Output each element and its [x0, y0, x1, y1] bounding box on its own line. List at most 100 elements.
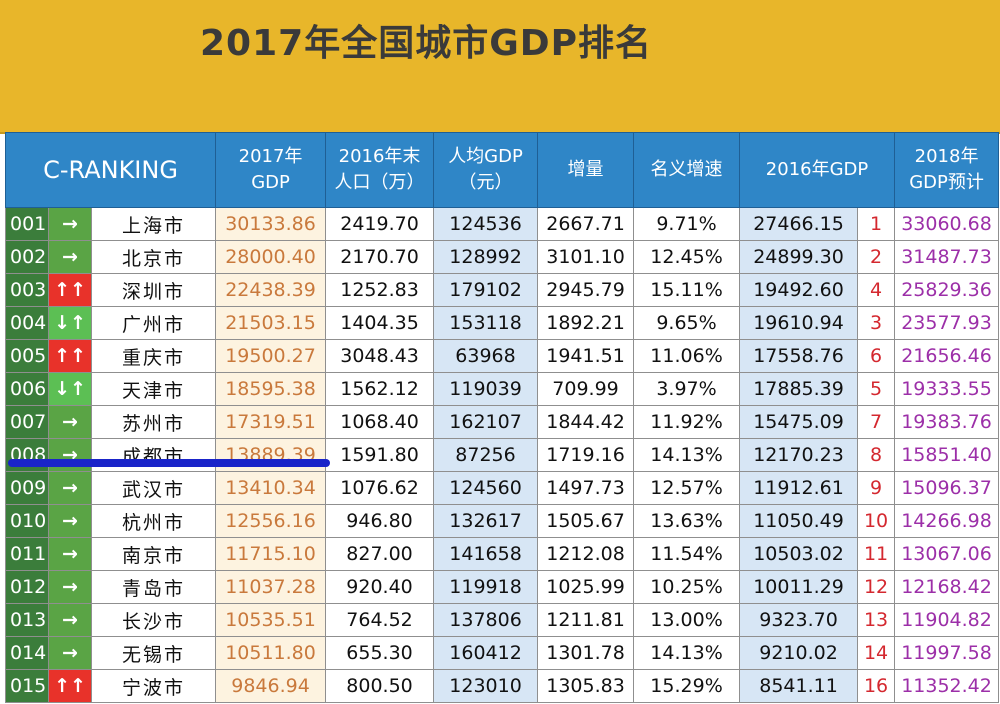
gdp2018-cell: 11352.42 [894, 669, 1000, 703]
per-capita-cell: 63968 [433, 339, 539, 373]
rank2016-cell: 7 [857, 405, 896, 439]
rank-cell: 006 [5, 372, 49, 406]
gdp2018-cell: 11904.82 [894, 603, 1000, 637]
city-cell: 青岛市 [90, 570, 217, 604]
population-cell: 1404.35 [325, 306, 435, 340]
increase-cell: 1301.78 [537, 636, 635, 670]
gdp2017-cell: 13410.34 [215, 471, 327, 505]
rank2016-cell: 16 [857, 669, 896, 703]
city-cell: 上海市 [90, 207, 217, 241]
rank2016-cell: 14 [857, 636, 896, 670]
gdp2016-cell: 11912.61 [739, 471, 859, 505]
rank2016-cell: 5 [857, 372, 896, 406]
population-cell: 1076.62 [325, 471, 435, 505]
gdp2016-cell: 27466.15 [739, 207, 859, 241]
per-capita-cell: 141658 [433, 537, 539, 571]
city-cell: 无锡市 [90, 636, 217, 670]
rank-cell: 011 [5, 537, 49, 571]
trend-arrow-icon: → [48, 537, 92, 571]
city-cell: 长沙市 [90, 603, 217, 637]
gdp2016-cell: 9323.70 [739, 603, 859, 637]
increase-cell: 3101.10 [537, 240, 635, 274]
rank2016-cell: 13 [857, 603, 896, 637]
population-cell: 800.50 [325, 669, 435, 703]
increase-cell: 1892.21 [537, 306, 635, 340]
table-row: 013 → 长沙市 10535.51 764.52 137806 1211.81 13.00%… [5, 603, 1000, 637]
rank2016-cell: 2 [857, 240, 896, 274]
growth-rate-cell: 13.63% [633, 504, 741, 538]
rank2016-cell: 9 [857, 471, 896, 505]
gdp2016-cell: 24899.30 [739, 240, 859, 274]
population-cell: 1068.40 [325, 405, 435, 439]
header-gdp2017: 2017年 GDP [215, 132, 327, 208]
city-cell: 天津市 [90, 372, 217, 406]
trend-arrow-icon: → [48, 570, 92, 604]
city-cell: 苏州市 [90, 405, 217, 439]
table-row: 010 → 杭州市 12556.16 946.80 132617 1505.67 13.63%… [5, 504, 1000, 538]
table-row: 015 ↑↑ 宁波市 9846.94 800.50 123010 1305.83 15.29%… [5, 669, 1000, 703]
rank2016-cell: 10 [857, 504, 896, 538]
growth-rate-cell: 15.29% [633, 669, 741, 703]
population-cell: 655.30 [325, 636, 435, 670]
gdp2018-cell: 23577.93 [894, 306, 1000, 340]
header-increase: 增量 [537, 132, 635, 208]
growth-rate-cell: 15.11% [633, 273, 741, 307]
rank-cell: 015 [5, 669, 49, 703]
population-cell: 3048.43 [325, 339, 435, 373]
trend-arrow-icon: → [48, 405, 92, 439]
header-gdp2018: 2018年 GDP预计 [894, 132, 1000, 208]
rank-cell: 003 [5, 273, 49, 307]
gdp2017-cell: 11715.10 [215, 537, 327, 571]
header-row: C-RANKING 2017年 GDP 2016年末 人口（万） 人均GDP （… [4, 132, 1000, 208]
table-body: 001 → 上海市 30133.86 2419.70 124536 2667.71 9.71%… [5, 207, 1000, 703]
table-row: 002 → 北京市 28000.40 2170.70 128992 3101.10 12.45… [5, 240, 1000, 274]
gdp2017-cell: 10511.80 [215, 636, 327, 670]
header-gdp2016: 2016年GDP [739, 132, 896, 208]
gdp2017-cell: 11037.28 [215, 570, 327, 604]
trend-arrow-icon: ↓↑ [48, 306, 92, 340]
table-row: 003 ↑↑ 深圳市 22438.39 1252.83 179102 2945.79 15.1… [5, 273, 1000, 307]
table-row: 005 ↑↑ 重庆市 19500.27 3048.43 63968 1941.51 11.06… [5, 339, 1000, 373]
table-row: 009 → 武汉市 13410.34 1076.62 124560 1497.73 12.57… [5, 471, 1000, 505]
increase-cell: 709.99 [537, 372, 635, 406]
growth-rate-cell: 9.71% [633, 207, 741, 241]
rank-cell: 005 [5, 339, 49, 373]
gdp2018-cell: 33060.68 [894, 207, 1000, 241]
rank2016-cell: 3 [857, 306, 896, 340]
trend-arrow-icon: → [48, 471, 92, 505]
rank-cell: 013 [5, 603, 49, 637]
population-cell: 1591.80 [325, 438, 435, 472]
table-row: 014 → 无锡市 10511.80 655.30 160412 1301.78 14.13%… [5, 636, 1000, 670]
trend-arrow-icon: → [48, 603, 92, 637]
per-capita-cell: 153118 [433, 306, 539, 340]
increase-cell: 1497.73 [537, 471, 635, 505]
gdp2016-cell: 19610.94 [739, 306, 859, 340]
per-capita-cell: 119039 [433, 372, 539, 406]
growth-rate-cell: 10.25% [633, 570, 741, 604]
gdp2017-cell: 10535.51 [215, 603, 327, 637]
increase-cell: 1212.08 [537, 537, 635, 571]
gdp2016-cell: 17885.39 [739, 372, 859, 406]
rank-cell: 010 [5, 504, 49, 538]
trend-arrow-icon: ↑↑ [48, 273, 92, 307]
trend-arrow-icon: ↑↑ [48, 339, 92, 373]
gdp2018-cell: 21656.46 [894, 339, 1000, 373]
increase-cell: 1844.42 [537, 405, 635, 439]
population-cell: 1562.12 [325, 372, 435, 406]
population-cell: 2419.70 [325, 207, 435, 241]
gdp2018-cell: 12168.42 [894, 570, 1000, 604]
gdp2017-cell: 28000.40 [215, 240, 327, 274]
rank2016-cell: 11 [857, 537, 896, 571]
gdp2016-cell: 10503.02 [739, 537, 859, 571]
rank2016-cell: 6 [857, 339, 896, 373]
header-pop2016: 2016年末 人口（万） [325, 132, 435, 208]
per-capita-cell: 179102 [433, 273, 539, 307]
rank-cell: 009 [5, 471, 49, 505]
header-growth: 名义增速 [633, 132, 741, 208]
increase-cell: 1305.83 [537, 669, 635, 703]
rank-cell: 001 [5, 207, 49, 241]
gdp2017-cell: 30133.86 [215, 207, 327, 241]
gdp2016-cell: 10011.29 [739, 570, 859, 604]
rank-cell: 007 [5, 405, 49, 439]
trend-arrow-icon: → [48, 207, 92, 241]
